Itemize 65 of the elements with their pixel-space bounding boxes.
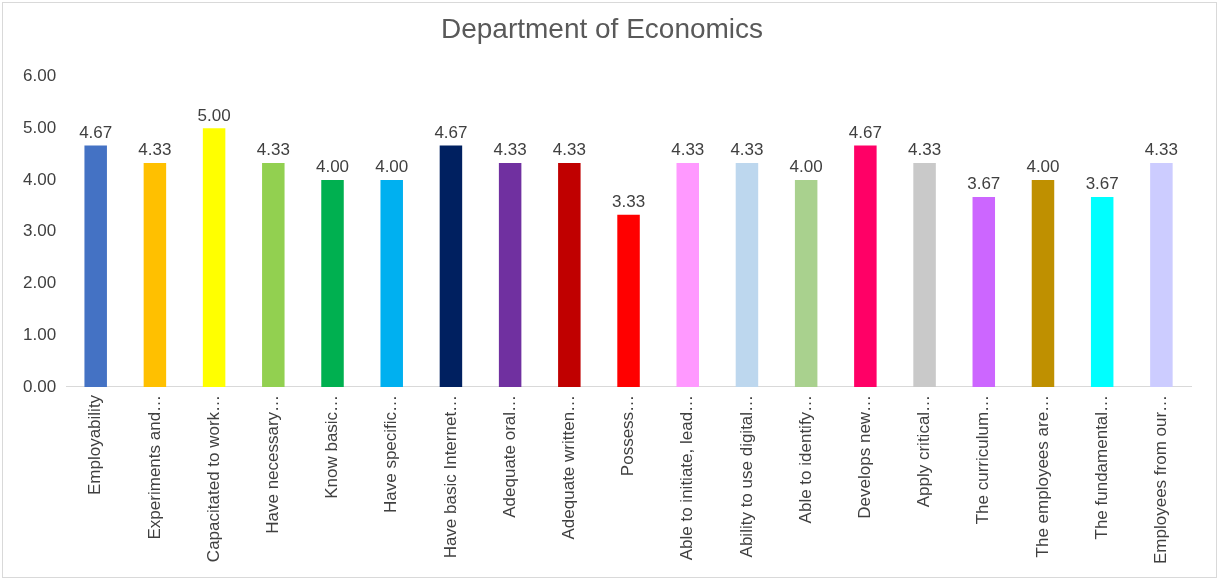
data-label: 4.00 (315, 157, 350, 177)
bar (617, 214, 640, 387)
x-tick-label: Employees from our… (1151, 394, 1171, 565)
y-tick-label: 5.00 (22, 118, 57, 137)
data-label: 4.67 (434, 122, 468, 142)
y-tick-label: 1.00 (22, 324, 57, 344)
bar (1150, 162, 1173, 387)
data-label: 4.33 (671, 140, 705, 160)
data-label: 4.33 (552, 140, 586, 160)
y-tick-label: 6.00 (22, 66, 57, 86)
bar (321, 180, 344, 387)
bar (676, 162, 699, 387)
x-tick-label: Employability (85, 394, 105, 496)
y-tick-label: 4.00 (22, 169, 57, 189)
data-label: 4.00 (375, 157, 409, 177)
data-label: 5.00 (197, 105, 231, 125)
bar (202, 128, 226, 387)
data-label: 3.33 (612, 191, 646, 211)
bar (380, 180, 403, 387)
y-tick-label: 3.00 (22, 221, 57, 241)
x-tick-label: Apply critical… (914, 394, 934, 508)
x-tick-label: The curriculum… (973, 394, 993, 525)
y-tick-label: 2.00 (22, 273, 57, 293)
data-label: 4.33 (256, 140, 290, 160)
data-label: 4.33 (493, 140, 527, 160)
x-tick-label: The fundamental… (1091, 394, 1111, 540)
bar (972, 197, 996, 387)
data-label: 3.67 (967, 174, 1001, 194)
x-tick-label: Have basic Internet… (440, 394, 460, 559)
data-label: 4.33 (1144, 140, 1178, 160)
x-tick-label: Able to identify… (795, 394, 815, 524)
data-label: 4.33 (138, 140, 172, 160)
x-tick-label: Have necessary… (263, 394, 282, 534)
data-label: 3.67 (1085, 174, 1119, 194)
data-label: 4.33 (908, 140, 942, 160)
bar (498, 162, 522, 387)
bar (913, 162, 936, 387)
bar (262, 162, 285, 387)
bar (558, 162, 581, 387)
x-tick-label: Adequate oral… (499, 394, 519, 518)
bar (1031, 180, 1055, 387)
data-label: 4.00 (1026, 157, 1060, 177)
bar (735, 162, 759, 387)
bar (439, 145, 463, 387)
x-tick-label: The employees are… (1032, 394, 1052, 558)
chart-title: Department of Economics (440, 12, 764, 44)
data-label: 4.00 (789, 157, 823, 177)
x-tick-label: Adequate written… (559, 394, 579, 540)
x-tick-label: Able to initiate, lead… (677, 394, 697, 561)
bar (794, 180, 818, 387)
x-tick-label: Capacitated to work… (203, 394, 223, 563)
data-label: 4.67 (79, 122, 113, 142)
bar (84, 145, 107, 387)
x-tick-label: Ability to use digital… (736, 394, 756, 558)
data-label: 4.67 (848, 122, 882, 142)
x-tick-label: Develops new… (855, 394, 875, 519)
bar (1090, 197, 1114, 387)
x-tick-label: Know basic… (322, 394, 342, 499)
x-tick-label: Possess… (618, 394, 638, 477)
y-tick-label: 0.00 (22, 376, 57, 396)
x-tick-label: Experiments and… (144, 394, 164, 540)
x-tick-label: Have specific… (381, 394, 401, 513)
bar (854, 145, 877, 387)
bar (143, 162, 167, 387)
data-label: 4.33 (730, 140, 764, 160)
